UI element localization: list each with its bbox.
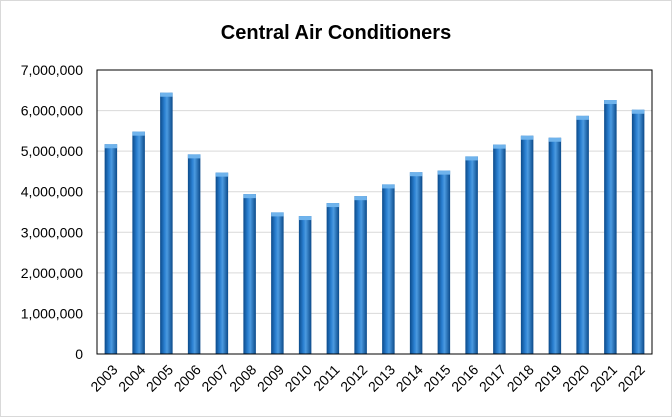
bar-2007	[215, 172, 229, 354]
bar	[271, 212, 284, 354]
bar	[382, 184, 395, 354]
bar-top-bevel	[409, 172, 423, 177]
bar	[631, 109, 645, 354]
x-tick-label: 2006	[171, 361, 204, 394]
x-tick-label: 2016	[448, 361, 481, 394]
x-tick-label: 2005	[143, 361, 176, 394]
bar-2006	[187, 154, 201, 354]
y-tick-label: 1,000,000	[21, 305, 83, 321]
bar-top-bevel	[604, 100, 617, 105]
bar-2012	[354, 196, 367, 354]
y-tick-label: 4,000,000	[21, 184, 83, 200]
bar-top-bevel	[243, 194, 256, 199]
bar-top-bevel	[104, 144, 118, 149]
bar-top-bevel	[298, 216, 312, 221]
x-tick-label: 2009	[254, 361, 287, 394]
bar-2018	[520, 135, 534, 354]
x-axis-tick-labels: 2003200420052006200720082009201020112012…	[87, 361, 648, 394]
bar	[326, 203, 340, 354]
bar-top-bevel	[215, 172, 229, 177]
x-tick-label: 2017	[476, 361, 509, 394]
bar-2020	[576, 115, 589, 355]
bar-top-bevel	[326, 203, 340, 208]
x-tick-label: 2012	[337, 361, 370, 394]
bar-top-bevel	[354, 196, 367, 201]
bar	[548, 137, 562, 354]
x-tick-label: 2003	[87, 361, 120, 394]
x-tick-label: 2022	[615, 361, 648, 394]
bar-2009	[271, 212, 284, 354]
bar	[576, 115, 589, 355]
bar-2003	[104, 144, 118, 354]
bar	[132, 131, 145, 354]
bar-top-bevel	[382, 184, 395, 189]
bar-2017	[493, 144, 506, 354]
bar-2019	[548, 137, 562, 354]
bars	[104, 92, 645, 355]
bar	[520, 135, 534, 354]
bar	[298, 216, 312, 354]
bar-2016	[465, 156, 478, 354]
bar-2011	[326, 203, 340, 354]
bar-2008	[243, 194, 256, 354]
x-tick-label: 2008	[226, 361, 259, 394]
y-axis-tick-labels: 0 1,000,000 2,000,000 3,000,000 4,000,000 5,0…	[21, 62, 84, 362]
bar-top-bevel	[465, 156, 478, 161]
plot-area-frame	[96, 69, 653, 355]
x-tick-label: 2011	[310, 361, 343, 394]
x-tick-label: 2014	[393, 361, 426, 394]
x-tick-label: 2019	[531, 361, 564, 394]
x-tick-label: 2021	[587, 361, 620, 394]
bar-top-bevel	[271, 212, 284, 217]
bar-top-bevel	[576, 115, 589, 120]
bar-2004	[132, 131, 145, 354]
gridlines	[97, 110, 652, 314]
bar	[187, 154, 201, 354]
x-tick-label: 2015	[420, 361, 453, 394]
bar-2021	[604, 100, 617, 354]
x-tick-label: 2007	[198, 361, 231, 394]
bar	[409, 172, 423, 354]
bar-top-bevel	[160, 92, 173, 97]
bar-2015	[437, 170, 451, 354]
x-tick-label: 2013	[365, 361, 398, 394]
bar	[354, 196, 367, 354]
bar-2005	[160, 92, 173, 354]
bar	[493, 144, 506, 354]
bar-top-bevel	[493, 144, 506, 149]
x-tick-label: 2018	[504, 361, 537, 394]
y-tick-label: 7,000,000	[21, 62, 83, 78]
bar-top-bevel	[187, 154, 201, 159]
bar	[604, 100, 617, 354]
bar-2013	[382, 184, 395, 354]
bar-2022	[631, 109, 645, 354]
bar-top-bevel	[437, 170, 451, 175]
bar	[104, 144, 118, 354]
bar-top-bevel	[548, 137, 562, 142]
chart-title: Central Air Conditioners	[221, 22, 451, 44]
bar-top-bevel	[520, 135, 534, 140]
bar-2010	[298, 216, 312, 354]
x-tick-label: 2010	[282, 361, 315, 394]
bar	[243, 194, 256, 354]
bar-2014	[409, 172, 423, 354]
y-tick-label: 3,000,000	[21, 224, 83, 240]
bar	[160, 92, 173, 354]
bar	[215, 172, 229, 354]
y-tick-label: 2,000,000	[21, 265, 83, 281]
y-tick-label: 6,000,000	[21, 103, 83, 119]
bar	[465, 156, 478, 354]
x-tick-label: 2020	[559, 361, 592, 394]
x-tick-label: 2004	[115, 361, 148, 394]
bar	[437, 170, 451, 354]
y-tick-label: 5,000,000	[21, 143, 83, 159]
bar-top-bevel	[132, 131, 145, 136]
y-tick-label: 0	[75, 346, 83, 362]
bar-top-bevel	[631, 109, 645, 114]
